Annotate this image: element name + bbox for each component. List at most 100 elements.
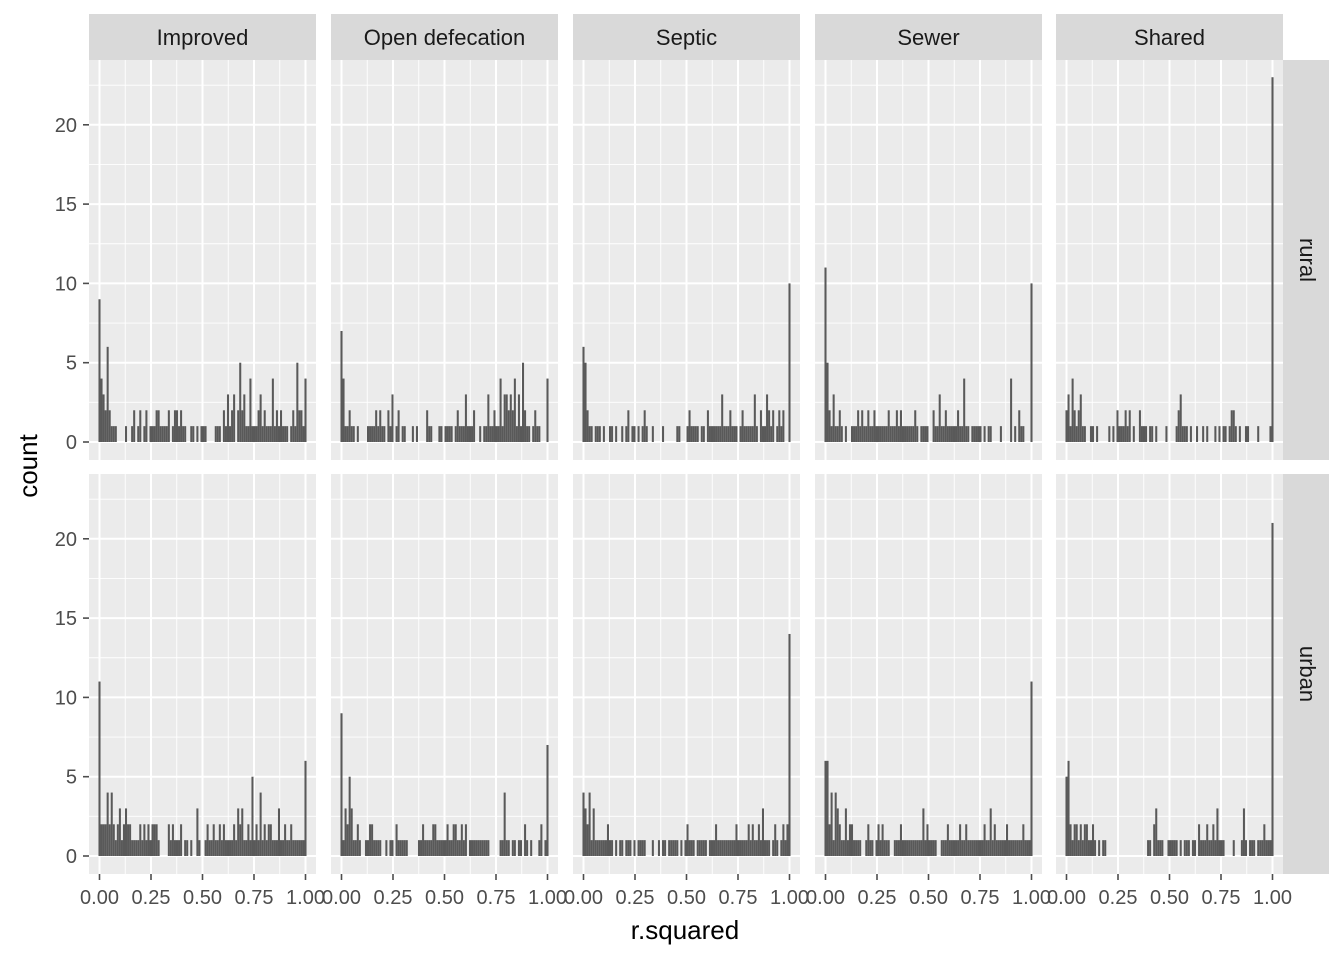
histogram-bar bbox=[403, 426, 406, 442]
histogram-bar bbox=[975, 840, 978, 856]
histogram-bar bbox=[473, 410, 476, 442]
histogram-bar bbox=[920, 426, 923, 442]
histogram-bar bbox=[147, 824, 150, 856]
histogram-bar bbox=[1253, 840, 1256, 856]
histogram-bar bbox=[611, 840, 614, 856]
histogram-bar bbox=[304, 760, 307, 856]
histogram-bar bbox=[133, 410, 136, 442]
histogram-bar bbox=[904, 426, 907, 442]
histogram-bar bbox=[186, 840, 189, 856]
histogram-bar bbox=[753, 840, 756, 856]
histogram-bar bbox=[292, 410, 295, 442]
histogram-bar bbox=[861, 410, 864, 442]
histogram-bar bbox=[1091, 426, 1095, 442]
histogram-bar bbox=[302, 426, 305, 442]
histogram-bar bbox=[759, 410, 762, 442]
histogram-bar bbox=[102, 824, 105, 856]
histogram-bar bbox=[594, 426, 597, 442]
histogram-bar bbox=[717, 426, 720, 442]
histogram-bar bbox=[513, 378, 516, 442]
panel-improved-rural bbox=[89, 60, 316, 460]
histogram-bar bbox=[608, 426, 612, 442]
histogram-bar bbox=[1151, 426, 1154, 442]
histogram-bar bbox=[1089, 840, 1092, 856]
histogram-bar bbox=[1234, 426, 1237, 442]
histogram-bar bbox=[401, 426, 404, 442]
histogram-bar bbox=[959, 824, 962, 856]
histogram-bar bbox=[1128, 410, 1131, 442]
y-tick-label: 10 bbox=[55, 273, 77, 295]
histogram-bar bbox=[450, 840, 453, 856]
histogram-bar bbox=[129, 824, 132, 856]
histogram-bar bbox=[881, 824, 884, 856]
histogram-bar bbox=[446, 824, 449, 856]
histogram-bar bbox=[265, 840, 268, 856]
strip-rural bbox=[1283, 60, 1329, 460]
histogram-bar bbox=[253, 840, 256, 856]
histogram-bar bbox=[273, 840, 276, 856]
histogram-bar bbox=[1069, 824, 1072, 856]
x-tick-label: 0.25 bbox=[858, 887, 897, 909]
histogram-bar bbox=[979, 840, 982, 856]
histogram-bar bbox=[786, 824, 789, 856]
histogram-bar bbox=[489, 426, 492, 442]
histogram-bar bbox=[713, 426, 716, 442]
histogram-bar bbox=[914, 410, 917, 442]
histogram-bar bbox=[546, 378, 549, 442]
histogram-bar bbox=[487, 840, 490, 856]
panel-sewer-urban bbox=[815, 474, 1042, 874]
histogram-bar bbox=[745, 426, 748, 442]
histogram-bar bbox=[1014, 426, 1017, 442]
histogram-bar bbox=[1083, 426, 1086, 442]
histogram-bar bbox=[840, 840, 843, 856]
histogram-bar bbox=[1108, 426, 1111, 442]
histogram-bar bbox=[901, 426, 905, 442]
x-tick-label: 0.75 bbox=[477, 887, 516, 909]
histogram-bar bbox=[507, 840, 510, 856]
histogram-bar bbox=[1022, 426, 1025, 442]
histogram-bar bbox=[1075, 824, 1078, 856]
histogram-bar bbox=[526, 426, 529, 442]
histogram-bar bbox=[993, 824, 996, 856]
histogram-bar bbox=[114, 426, 117, 442]
histogram-bar bbox=[515, 426, 518, 442]
y-tick-label: 0 bbox=[66, 846, 77, 868]
histogram-bar bbox=[664, 840, 667, 856]
histogram-bar bbox=[1214, 840, 1217, 856]
histogram-bar bbox=[350, 808, 353, 856]
x-tick-label: 0.50 bbox=[425, 887, 464, 909]
histogram-bar bbox=[918, 840, 921, 856]
histogram-bar bbox=[842, 840, 845, 856]
histogram-bar bbox=[426, 410, 429, 442]
histogram-bar bbox=[611, 426, 614, 442]
histogram-bar bbox=[432, 824, 435, 856]
histogram-bar bbox=[590, 426, 593, 442]
histogram-bar bbox=[1083, 824, 1086, 856]
histogram-bar bbox=[688, 840, 691, 856]
histogram-bar bbox=[983, 426, 986, 442]
histogram-bar bbox=[522, 362, 525, 442]
histogram-bar bbox=[298, 410, 301, 442]
histogram-bar bbox=[662, 426, 665, 442]
histogram-bar bbox=[342, 840, 345, 856]
histogram-bar bbox=[1271, 522, 1274, 856]
histogram-bar bbox=[448, 840, 451, 856]
histogram-bar bbox=[139, 824, 142, 856]
histogram-bar bbox=[157, 840, 160, 856]
x-tick-label: 1.00 bbox=[1253, 887, 1292, 909]
histogram-bar bbox=[631, 426, 634, 442]
histogram-bar bbox=[302, 840, 305, 856]
histogram-bar bbox=[231, 410, 234, 442]
histogram-bar bbox=[243, 394, 246, 442]
histogram-bar bbox=[1003, 840, 1007, 856]
histogram-bar bbox=[1018, 410, 1021, 442]
histogram-bar bbox=[867, 410, 870, 442]
histogram-bar bbox=[615, 426, 618, 442]
histogram-bar bbox=[153, 824, 156, 856]
histogram-bar bbox=[471, 426, 474, 442]
histogram-bar bbox=[1191, 840, 1194, 856]
histogram-bar bbox=[446, 426, 449, 442]
histogram-bar bbox=[1216, 808, 1219, 856]
strip-label-improved: Improved bbox=[157, 25, 249, 50]
histogram-bar bbox=[399, 840, 402, 856]
